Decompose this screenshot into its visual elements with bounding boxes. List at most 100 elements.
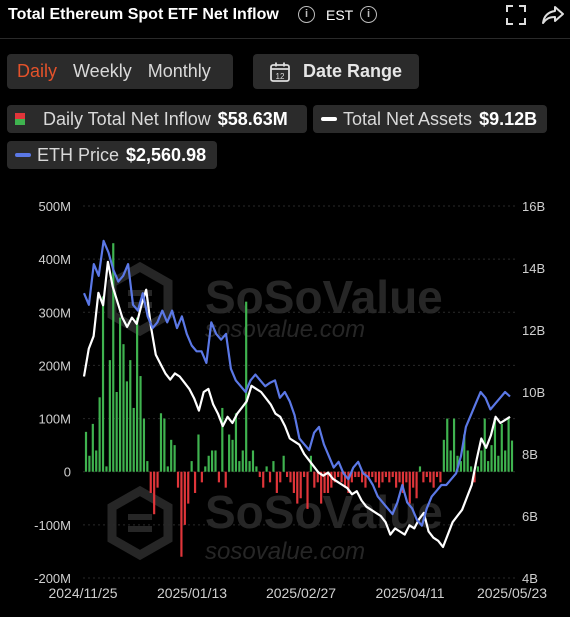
inflow-bar — [258, 471, 261, 478]
inflow-bar — [255, 466, 258, 472]
inflow-bar — [122, 344, 125, 472]
x-tick-label: 2024/11/25 — [48, 585, 117, 601]
inflow-bar — [395, 471, 398, 488]
inflow-bar — [285, 471, 289, 478]
watermark-logo-icon-2 — [107, 485, 173, 561]
chart-canvas[interactable]: SoSoValue sosovalue.com SoSoValue sosova… — [0, 187, 570, 617]
inflow-bar — [275, 471, 278, 493]
inflow-bar — [408, 471, 411, 504]
left-tick-label: 400M — [38, 252, 71, 267]
inflow-bar — [101, 296, 105, 472]
tab-weekly[interactable]: Weekly — [73, 61, 132, 81]
metric-total-assets-label: Total Net Assets — [343, 108, 473, 129]
inflow-bar — [374, 471, 377, 483]
inflow-bar — [176, 471, 180, 488]
metric-eth-price-label: ETH Price — [37, 144, 120, 165]
inflow-bar — [480, 450, 483, 472]
inflow-bar — [452, 418, 456, 472]
inflow-bar — [251, 450, 255, 472]
inflow-bar — [388, 471, 391, 483]
x-axis-ticks: 2024/11/25 2025/01/13 2025/02/27 2025/04/11… — [48, 585, 547, 601]
inflow-bar — [418, 466, 422, 472]
inflow-bar — [371, 471, 374, 478]
left-tick-label: 300M — [38, 305, 71, 320]
inflow-bar — [234, 413, 238, 472]
inflow-bar — [476, 466, 480, 472]
bar-legend-swatch — [15, 113, 25, 125]
inflow-bar — [238, 461, 241, 472]
inflow-bar — [265, 466, 268, 472]
inflow-bar — [473, 471, 476, 483]
inflow-bar — [245, 301, 248, 472]
inflow-bar — [449, 450, 452, 472]
header-divider — [0, 38, 570, 39]
inflow-bar — [442, 439, 445, 472]
inflow-bar — [200, 471, 203, 483]
share-button[interactable] — [538, 0, 568, 30]
metric-total-assets-value: $9.12B — [479, 108, 538, 129]
inflow-bar — [439, 471, 442, 483]
tab-monthly[interactable]: Monthly — [147, 61, 211, 81]
page-title: Total Ethereum Spot ETF Net Inflow — [8, 6, 279, 23]
inflow-bar — [183, 471, 186, 525]
inflow-bar — [166, 466, 169, 472]
left-axis-ticks: 500M 400M 300M 200M 100M 0 -100M -200M — [34, 199, 71, 586]
inflow-bar — [425, 471, 428, 478]
inflow-bar — [282, 455, 285, 472]
inflow-bar — [279, 471, 282, 483]
x-tick-label: 2025/04/11 — [375, 585, 444, 601]
period-tabs: Daily Weekly Monthly — [7, 54, 233, 89]
inflow-bar — [378, 471, 381, 488]
metric-daily-inflow: Daily Total Net Inflow $58.63M — [7, 105, 307, 133]
info-icon[interactable]: i — [298, 6, 315, 23]
x-tick-label: 2025/05/23 — [477, 585, 547, 601]
inflow-bar — [146, 461, 149, 472]
inflow-bar — [487, 461, 490, 472]
right-tick-label: 14B — [522, 261, 545, 276]
metric-eth-price: ETH Price $2,560.98 — [7, 141, 217, 169]
inflow-bar — [272, 461, 275, 472]
metric-daily-inflow-value: $58.63M — [217, 108, 288, 129]
grid-lines — [83, 205, 515, 579]
inflow-bar — [129, 360, 132, 472]
inflow-bar — [224, 471, 227, 488]
watermark-url: sosovalue.com — [205, 316, 365, 343]
right-tick-label: 8B — [522, 447, 538, 462]
inflow-bar — [343, 471, 347, 488]
inflow-bar — [326, 471, 330, 493]
inflow-bar — [381, 471, 384, 483]
inflow-bar — [497, 455, 500, 472]
inflow-bar — [139, 376, 142, 472]
left-tick-label: 100M — [38, 412, 71, 427]
header: Total Ethereum Spot ETF Net Inflow i EST… — [8, 0, 564, 30]
calendar-icon: 12 — [270, 62, 290, 82]
fullscreen-button[interactable] — [501, 0, 531, 30]
inflow-bar — [149, 471, 152, 493]
inflow-bar — [412, 471, 415, 488]
inflow-bar — [217, 471, 220, 483]
inflow-bar — [153, 471, 156, 515]
left-tick-label: -200M — [34, 571, 71, 586]
inflow-bar — [446, 418, 449, 472]
inflow-bar — [105, 466, 108, 472]
inflow-bar — [187, 471, 190, 504]
tab-daily[interactable]: Daily — [17, 61, 58, 81]
right-tick-label: 4B — [522, 571, 538, 586]
inflow-bar — [268, 471, 272, 483]
inflow-bar — [340, 471, 343, 483]
timezone-info-icon[interactable]: i — [360, 6, 377, 23]
inflow-bar — [289, 471, 292, 483]
inflow-bar — [466, 450, 469, 472]
inflow-bar — [360, 471, 364, 483]
inflow-bar — [241, 450, 244, 472]
right-axis-ticks: 16B 14B 12B 10B 8B 6B 4B — [522, 199, 545, 586]
inflow-bar — [333, 471, 336, 483]
x-tick-label: 2025/02/27 — [266, 585, 336, 601]
date-range-button[interactable]: 12 Date Range — [253, 54, 419, 89]
inflow-bar — [262, 471, 265, 488]
inflow-bar — [132, 407, 135, 472]
eth-price-line — [82, 239, 511, 527]
inflow-bar — [299, 471, 302, 499]
inflow-bar — [510, 440, 514, 472]
